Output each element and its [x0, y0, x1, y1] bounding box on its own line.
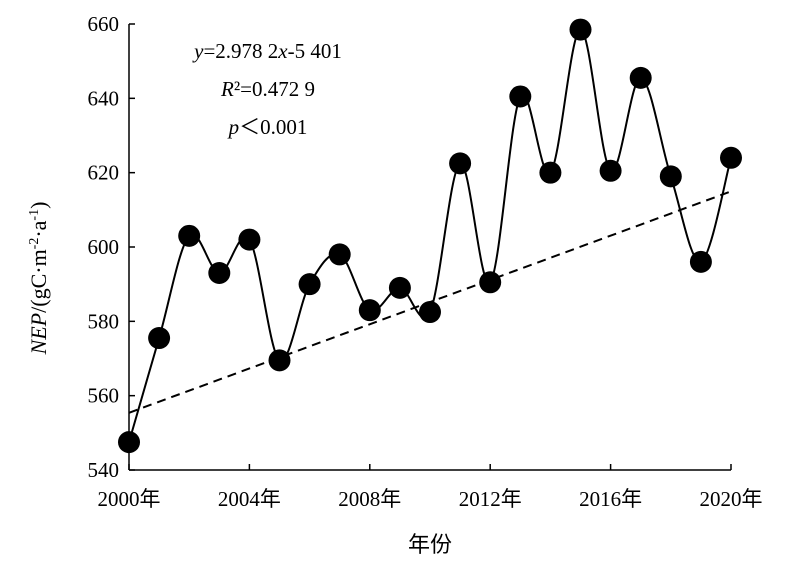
y-tick-label: 580 [88, 309, 120, 333]
data-point [419, 301, 441, 324]
data-point [178, 224, 201, 247]
x-tick-label: 2000年 [98, 487, 161, 511]
trend-r-squared: R²=0.472 9 [220, 77, 315, 101]
data-point [479, 271, 502, 294]
y-tick-label: 660 [88, 12, 120, 36]
data-point [659, 165, 682, 188]
data-point [599, 159, 622, 182]
data-point [569, 18, 592, 41]
data-point [298, 273, 321, 296]
data-point [328, 243, 351, 266]
data-point [118, 431, 140, 454]
x-tick-label: 2008年 [338, 487, 401, 511]
x-axis-title: 年份 [408, 532, 452, 557]
trend-p-value: p＜0.001 [227, 115, 308, 139]
data-point [539, 161, 562, 184]
trend-annotation: y=2.978 2x-5 401 R²=0.472 9 p＜0.001 [192, 39, 342, 139]
y-tick-label: 600 [88, 235, 120, 259]
data-point [388, 276, 411, 299]
y-tick-label: 620 [88, 161, 120, 185]
data-point [238, 228, 261, 251]
x-tick-label: 2004年 [218, 487, 281, 511]
data-point [268, 349, 291, 372]
data-point [449, 152, 472, 175]
y-tick-label: 540 [88, 458, 120, 482]
x-tick-label: 2020年 [700, 487, 763, 511]
trend-equation: y=2.978 2x-5 401 [192, 39, 342, 63]
data-point [720, 146, 742, 169]
data-point [689, 250, 712, 273]
y-axis-title: NEP/(gC·m-2·a-1) [26, 202, 51, 356]
data-point [629, 66, 652, 89]
x-tick-label: 2016年 [579, 487, 642, 511]
y-tick-label: 560 [88, 384, 120, 408]
x-tick-label: 2012年 [459, 487, 522, 511]
data-point [208, 262, 231, 285]
plot-area: 540 560 580 600 620 640 660 2000年 2004年 2008年 2012… [88, 12, 763, 511]
data-point [148, 327, 171, 350]
data-point [358, 299, 381, 322]
y-tick-label: 640 [88, 86, 120, 110]
data-point [509, 85, 532, 108]
